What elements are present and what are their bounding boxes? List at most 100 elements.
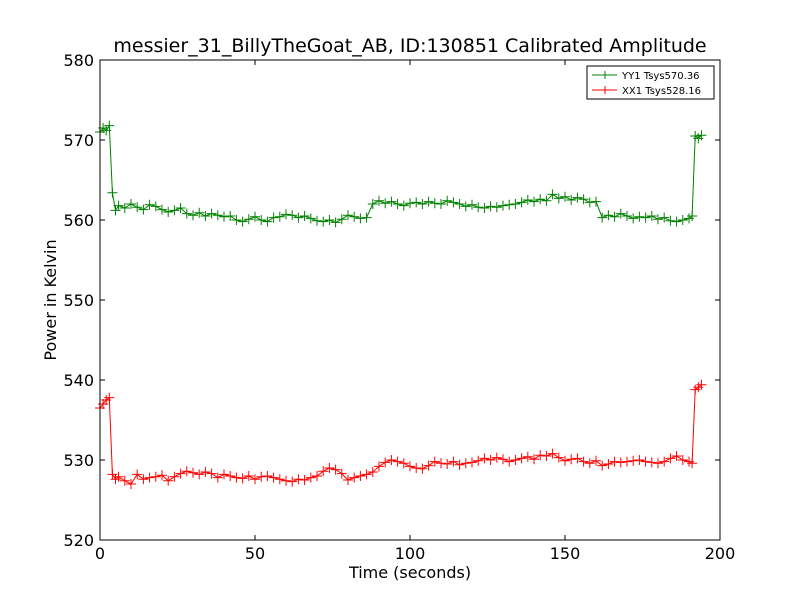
legend-label: YY1 Tsys570.36 (621, 71, 700, 82)
series-layer (95, 120, 707, 489)
data-point (104, 392, 115, 403)
data-point (510, 455, 521, 465)
data-point (188, 210, 198, 221)
ticks-layer: 0 50 100 150 200 520 530 540 550 560 570 580 (63, 51, 735, 563)
data-point (584, 197, 595, 208)
data-point (411, 197, 422, 208)
data-point (355, 471, 366, 481)
data-point (126, 199, 136, 209)
data-point (479, 453, 490, 464)
data-point (687, 211, 698, 221)
legend-entry: YY1 Tsys570.36 (592, 71, 700, 82)
data-point (262, 471, 273, 481)
legend-marker (600, 86, 610, 94)
data-point (380, 457, 391, 468)
data-point (374, 195, 384, 206)
data-point (250, 211, 260, 222)
data-point (287, 210, 298, 221)
data-point (522, 195, 533, 205)
data-point (547, 189, 558, 200)
data-point (448, 197, 459, 208)
data-point (498, 200, 508, 211)
data-point (429, 198, 440, 209)
data-point (696, 130, 707, 141)
data-point (374, 461, 384, 472)
data-point (646, 457, 657, 468)
data-point (454, 199, 465, 209)
legend-label: XX1 Tsys528.16 (622, 86, 701, 97)
data-point (405, 198, 415, 209)
data-point (104, 120, 115, 131)
data-point (529, 196, 539, 207)
data-point (119, 203, 130, 213)
data-point (113, 471, 124, 482)
data-point (330, 217, 341, 228)
data-point (231, 472, 242, 483)
data-point (138, 204, 149, 215)
data-point (560, 191, 570, 202)
data-point (305, 213, 316, 224)
data-point (225, 471, 236, 481)
data-point (442, 195, 453, 206)
data-point (324, 463, 335, 473)
data-point (677, 455, 688, 465)
data-point (281, 209, 291, 220)
data-point (622, 456, 632, 467)
data-point (417, 199, 428, 209)
data-point (491, 202, 502, 213)
data-point (349, 472, 360, 483)
data-point (454, 459, 465, 470)
data-point (392, 456, 403, 467)
data-point (578, 194, 589, 205)
data-point (665, 453, 676, 464)
data-point (157, 470, 167, 481)
data-point (367, 467, 378, 477)
data-point (163, 207, 174, 217)
data-point (553, 452, 564, 463)
data-point (386, 455, 397, 465)
data-point (287, 476, 298, 487)
data-point (132, 202, 143, 213)
data-point (318, 216, 329, 227)
data-point (299, 475, 310, 485)
data-point (671, 216, 682, 227)
data-point (677, 215, 688, 225)
data-point (597, 212, 608, 223)
data-point (671, 451, 682, 461)
data-point (448, 456, 459, 467)
x-tick-label: 150 (550, 544, 581, 563)
data-point (572, 192, 583, 203)
data-point (405, 461, 415, 472)
data-point (473, 455, 484, 466)
data-point (243, 214, 254, 225)
data-point (243, 471, 254, 481)
data-point (572, 453, 583, 464)
data-point (132, 469, 143, 480)
data-point (522, 451, 533, 462)
data-point (312, 471, 322, 481)
data-point (343, 210, 353, 221)
data-point (665, 215, 676, 226)
data-point (274, 211, 285, 222)
data-point (467, 457, 477, 468)
y-tick-label: 550 (63, 291, 94, 310)
data-point (653, 458, 663, 469)
data-point (535, 194, 546, 205)
data-point (274, 474, 285, 485)
data-point (293, 212, 304, 223)
data-point (687, 458, 698, 469)
data-point (615, 208, 626, 219)
data-point (609, 456, 620, 467)
data-point (330, 464, 341, 475)
data-point (181, 208, 192, 219)
data-point (597, 460, 608, 471)
data-point (578, 456, 589, 467)
data-point (299, 211, 310, 221)
data-point (646, 211, 657, 221)
data-point (640, 212, 651, 223)
data-point (541, 451, 552, 461)
data-point (312, 215, 322, 226)
data-point (547, 448, 558, 459)
data-point (138, 474, 149, 485)
